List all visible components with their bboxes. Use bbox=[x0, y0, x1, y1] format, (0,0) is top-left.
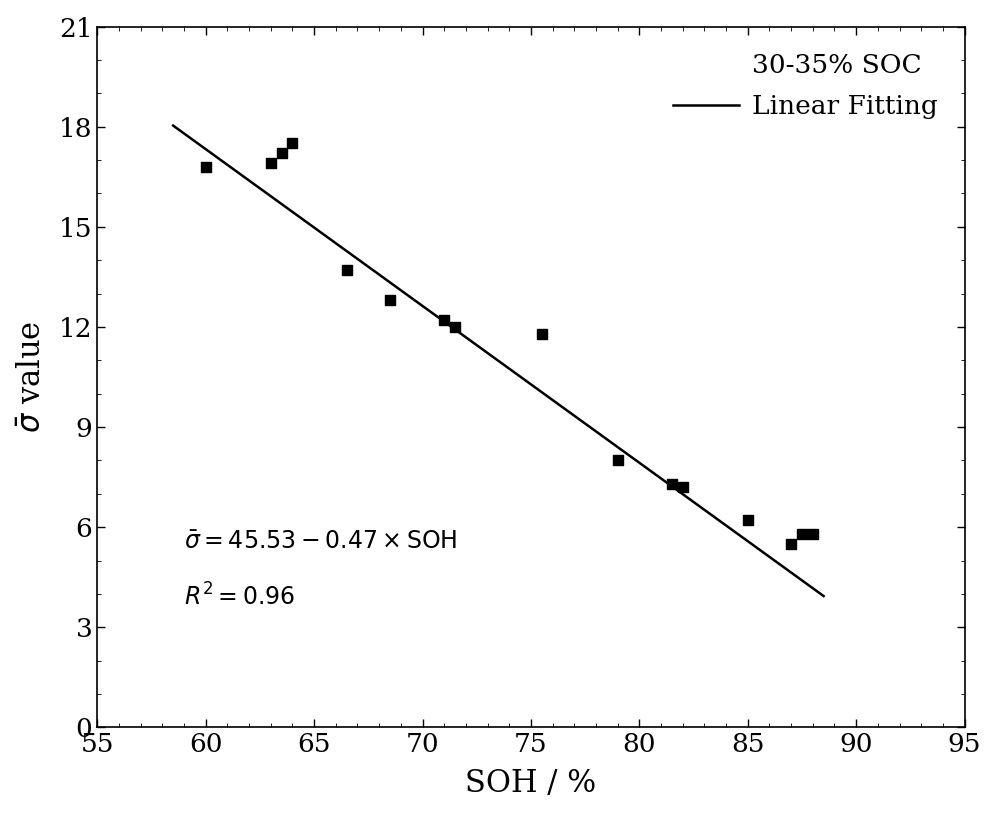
Point bbox=[262, 157, 278, 170]
Point bbox=[783, 537, 799, 550]
Point bbox=[675, 481, 691, 494]
Point bbox=[664, 477, 680, 490]
Point bbox=[198, 160, 214, 173]
Point bbox=[382, 294, 398, 307]
Point bbox=[610, 454, 626, 467]
Legend: 30-35% SOC, Linear Fitting: 30-35% SOC, Linear Fitting bbox=[660, 40, 951, 132]
Point bbox=[534, 327, 550, 340]
Point bbox=[338, 264, 354, 277]
Point bbox=[794, 527, 810, 540]
Point bbox=[740, 514, 755, 527]
Point bbox=[436, 314, 452, 327]
Point bbox=[804, 527, 820, 540]
X-axis label: SOH / %: SOH / % bbox=[465, 769, 597, 800]
Point bbox=[284, 137, 300, 150]
Y-axis label: $\bar{\sigma}$ value: $\bar{\sigma}$ value bbox=[17, 321, 48, 433]
Point bbox=[447, 321, 463, 334]
Point bbox=[273, 147, 289, 160]
Text: $\bar{\sigma}=45.53-0.47\times\mathrm{SOH}$: $\bar{\sigma}=45.53-0.47\times\mathrm{SO… bbox=[184, 531, 457, 554]
Text: $R^2=0.96$: $R^2=0.96$ bbox=[184, 583, 295, 610]
